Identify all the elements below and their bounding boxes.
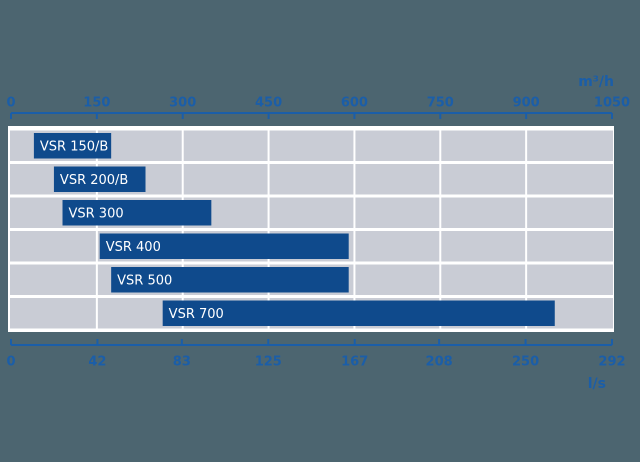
bar (99, 233, 349, 259)
x-tick-label: 300 (169, 96, 196, 111)
x-tick-label: 0 (6, 96, 15, 111)
x-tick-label: 450 (255, 96, 282, 111)
bar-label: VSR 700 (169, 307, 224, 322)
x2-tick-label: 42 (88, 355, 106, 370)
bar (111, 267, 349, 293)
x-tick-label: 1050 (594, 96, 630, 111)
bar-label: VSR 300 (69, 206, 124, 221)
x2-tick-label: 167 (341, 355, 368, 370)
x2-tick-label: 125 (255, 355, 282, 370)
bar-label: VSR 200/B (60, 173, 128, 188)
x2-tick-label: 250 (512, 355, 539, 370)
bar-label: VSR 150/B (40, 139, 108, 154)
x-tick-label: 750 (427, 96, 454, 111)
x-tick-label: 900 (513, 96, 540, 111)
x2-tick-label: 292 (598, 355, 625, 370)
bar (53, 166, 146, 192)
x2-tick-label: 208 (426, 355, 453, 370)
x2-axis-label: l/s (588, 376, 606, 392)
x-tick-label: 150 (83, 96, 110, 111)
bar (62, 200, 212, 226)
bar-label: VSR 400 (106, 240, 161, 255)
bar (33, 133, 112, 159)
x2-tick-label: 0 (6, 355, 15, 370)
bar (162, 300, 555, 326)
x-axis-label: m³/h (578, 74, 614, 90)
x-tick-label: 600 (341, 96, 368, 111)
x2-tick-label: 83 (173, 355, 191, 370)
bar-label: VSR 500 (117, 273, 172, 288)
